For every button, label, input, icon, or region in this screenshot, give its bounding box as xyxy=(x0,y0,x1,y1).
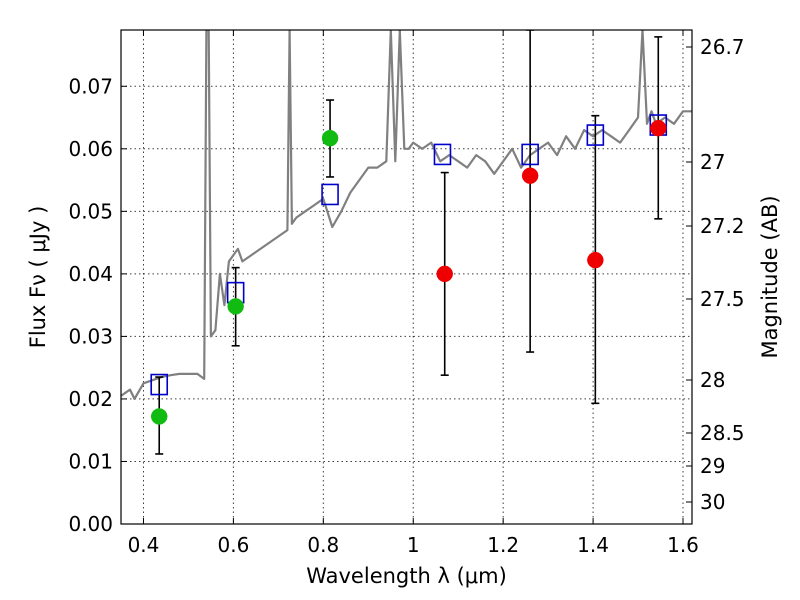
y2-tick-label: 27.5 xyxy=(700,287,745,311)
x-tick-label: 0.6 xyxy=(217,533,249,557)
x-tick-label: 1.6 xyxy=(667,533,699,557)
template-spectrum xyxy=(121,30,692,400)
template-spectrum-line xyxy=(121,30,692,400)
red-point xyxy=(436,265,453,283)
red-point xyxy=(650,119,667,137)
y-tick-label: 0.07 xyxy=(68,74,113,98)
x-tick-label: 1.4 xyxy=(577,533,609,557)
x-tick-label: 1 xyxy=(407,533,420,557)
y-axis-label: Flux Fν ( μJy ) xyxy=(26,206,50,349)
model-square-marker xyxy=(150,373,169,396)
green-detection-point xyxy=(321,129,339,147)
y-tick-label: 0.03 xyxy=(68,324,113,348)
green-detection-point xyxy=(227,298,244,315)
y2-tick-label: 26.7 xyxy=(700,35,745,59)
axis-ticks: 0.4 0.6 0.8 1 1.2 1.4 1.6 0.00 0.01 0.02 0.03 0.04 0… xyxy=(68,30,745,557)
x-tick-label: 0.4 xyxy=(128,533,160,557)
model-square-marker xyxy=(586,124,605,146)
model-square-marker xyxy=(321,183,339,206)
y-tick-label: 0.01 xyxy=(68,449,113,473)
y2-tick-label: 29 xyxy=(700,454,725,478)
y-tick-label: 0.06 xyxy=(68,137,113,161)
y-tick-label: 0.04 xyxy=(68,262,113,286)
red-point xyxy=(587,251,604,269)
y2-tick-label: 30 xyxy=(700,490,725,514)
error-bars xyxy=(155,30,663,455)
y-tick-label: 0.00 xyxy=(68,512,113,536)
y2-axis-label: Magnitude (AB) xyxy=(758,195,782,358)
y2-tick-label: 28.5 xyxy=(700,421,745,445)
data-markers xyxy=(150,114,668,425)
y-tick-label: 0.05 xyxy=(68,199,113,223)
x-tick-label: 1.2 xyxy=(487,533,519,557)
x-tick-label: 0.8 xyxy=(307,533,339,557)
red-point xyxy=(521,167,539,184)
model-square-marker xyxy=(433,143,452,166)
model-square-marker xyxy=(521,143,539,166)
y2-tick-label: 28 xyxy=(700,368,725,392)
green-detection-point xyxy=(150,408,168,425)
plot-frame xyxy=(120,29,693,525)
y2-tick-label: 27 xyxy=(700,150,725,174)
y2-tick-label: 27.2 xyxy=(700,214,745,238)
y-tick-label: 0.02 xyxy=(68,387,113,411)
x-axis-label: Wavelength λ (μm) xyxy=(306,564,507,588)
